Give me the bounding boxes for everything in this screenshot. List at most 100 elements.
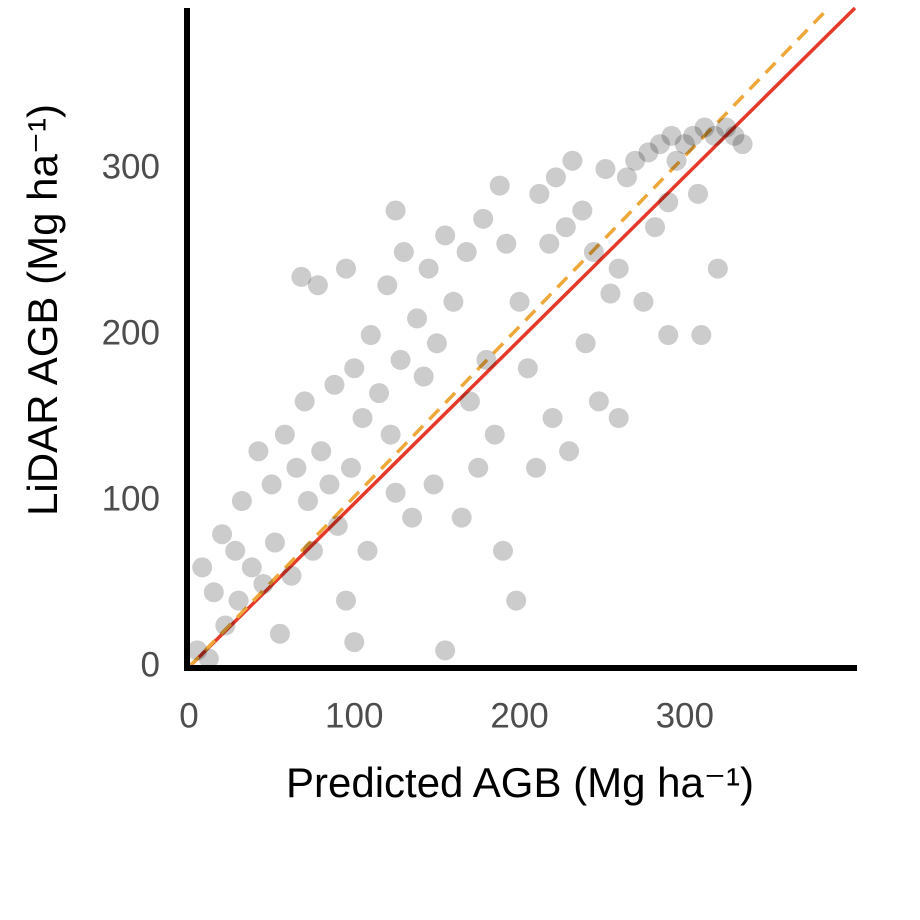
point (297, 491, 318, 512)
point (724, 125, 745, 146)
point (583, 242, 604, 263)
point (489, 175, 510, 196)
y-tick-label: 0 (141, 645, 160, 684)
point (228, 590, 249, 611)
point (274, 424, 295, 445)
point (344, 358, 365, 379)
point (649, 134, 670, 155)
point (225, 540, 246, 561)
point (732, 134, 753, 155)
point (658, 325, 679, 346)
point (707, 258, 728, 279)
point (187, 640, 208, 661)
point (666, 150, 687, 171)
point (203, 582, 224, 603)
point (572, 200, 593, 221)
point (517, 358, 538, 379)
point (281, 565, 302, 586)
point (529, 183, 550, 204)
x-tick-label: 0 (179, 696, 198, 735)
point (264, 532, 285, 553)
point (600, 283, 621, 304)
point (407, 308, 428, 329)
point (291, 266, 312, 287)
point (459, 391, 480, 412)
point (476, 349, 497, 370)
point (506, 590, 527, 611)
point (423, 474, 444, 495)
point (539, 233, 560, 254)
point (302, 540, 323, 561)
point (198, 648, 219, 669)
point (633, 291, 654, 312)
point (616, 167, 637, 188)
point (241, 557, 262, 578)
point (484, 424, 505, 445)
point (269, 623, 290, 644)
point (248, 441, 269, 462)
point (542, 408, 563, 429)
point (526, 457, 547, 478)
point (360, 325, 381, 346)
point (418, 258, 439, 279)
point (658, 192, 679, 213)
point (307, 275, 328, 296)
point (215, 615, 236, 636)
point (683, 125, 704, 146)
point (608, 408, 629, 429)
point (390, 349, 411, 370)
point (369, 383, 390, 404)
point (324, 374, 345, 395)
point (575, 333, 596, 354)
point (545, 167, 566, 188)
point (335, 258, 356, 279)
point (319, 474, 340, 495)
point (377, 275, 398, 296)
point (688, 183, 709, 204)
point (694, 117, 715, 138)
point (253, 574, 274, 595)
point (344, 632, 365, 653)
point (385, 200, 406, 221)
point (588, 391, 609, 412)
point (473, 208, 494, 229)
point (231, 491, 252, 512)
y-tick-label: 300 (102, 147, 160, 186)
point (435, 640, 456, 661)
point (335, 590, 356, 611)
point (555, 217, 576, 238)
point (559, 441, 580, 462)
point (625, 150, 646, 171)
point (608, 258, 629, 279)
point (380, 424, 401, 445)
point (456, 242, 477, 263)
y-tick-label: 200 (102, 313, 160, 352)
point (716, 117, 737, 138)
point (468, 457, 489, 478)
point (435, 225, 456, 246)
x-tick-label: 200 (490, 696, 548, 735)
point (426, 333, 447, 354)
point (674, 134, 695, 155)
point (704, 125, 725, 146)
x-axis-label: Predicted AGB (Mg ha⁻¹) (286, 759, 754, 806)
point (311, 441, 332, 462)
point (661, 125, 682, 146)
point (691, 325, 712, 346)
point (327, 515, 348, 536)
point (212, 524, 233, 545)
point (357, 540, 378, 561)
point (496, 233, 517, 254)
point (261, 474, 282, 495)
point (595, 159, 616, 180)
point (451, 507, 472, 528)
point (352, 408, 373, 429)
x-tick-label: 100 (325, 696, 383, 735)
x-tick-label: 300 (656, 696, 714, 735)
point (492, 540, 513, 561)
reference-line (187, 6, 857, 669)
point (413, 366, 434, 387)
point (402, 507, 423, 528)
reference-line (187, 6, 830, 669)
